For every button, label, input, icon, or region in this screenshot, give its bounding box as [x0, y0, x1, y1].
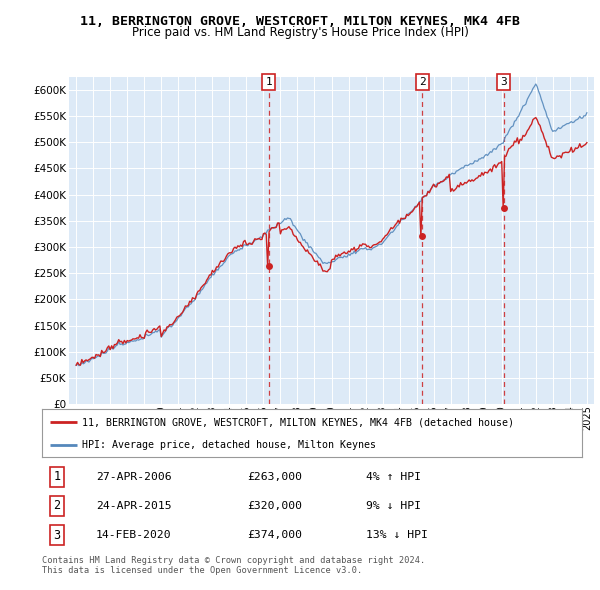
Text: 2: 2 — [419, 77, 425, 87]
Text: £374,000: £374,000 — [247, 530, 302, 540]
Text: 14-FEB-2020: 14-FEB-2020 — [96, 530, 172, 540]
Text: 1: 1 — [265, 77, 272, 87]
Text: Price paid vs. HM Land Registry's House Price Index (HPI): Price paid vs. HM Land Registry's House … — [131, 26, 469, 39]
Text: 11, BERRINGTON GROVE, WESTCROFT, MILTON KEYNES, MK4 4FB (detached house): 11, BERRINGTON GROVE, WESTCROFT, MILTON … — [83, 417, 515, 427]
Text: HPI: Average price, detached house, Milton Keynes: HPI: Average price, detached house, Milt… — [83, 440, 377, 450]
Text: 24-APR-2015: 24-APR-2015 — [96, 501, 172, 511]
Text: 11, BERRINGTON GROVE, WESTCROFT, MILTON KEYNES, MK4 4FB: 11, BERRINGTON GROVE, WESTCROFT, MILTON … — [80, 15, 520, 28]
Text: Contains HM Land Registry data © Crown copyright and database right 2024.
This d: Contains HM Land Registry data © Crown c… — [42, 556, 425, 575]
Text: 3: 3 — [500, 77, 507, 87]
Text: 27-APR-2006: 27-APR-2006 — [96, 471, 172, 481]
Text: 2: 2 — [53, 499, 61, 513]
Text: £263,000: £263,000 — [247, 471, 302, 481]
Text: 4% ↑ HPI: 4% ↑ HPI — [366, 471, 421, 481]
Text: £320,000: £320,000 — [247, 501, 302, 511]
Text: 1: 1 — [53, 470, 61, 483]
Text: 3: 3 — [53, 529, 61, 542]
Text: 9% ↓ HPI: 9% ↓ HPI — [366, 501, 421, 511]
Text: 13% ↓ HPI: 13% ↓ HPI — [366, 530, 428, 540]
